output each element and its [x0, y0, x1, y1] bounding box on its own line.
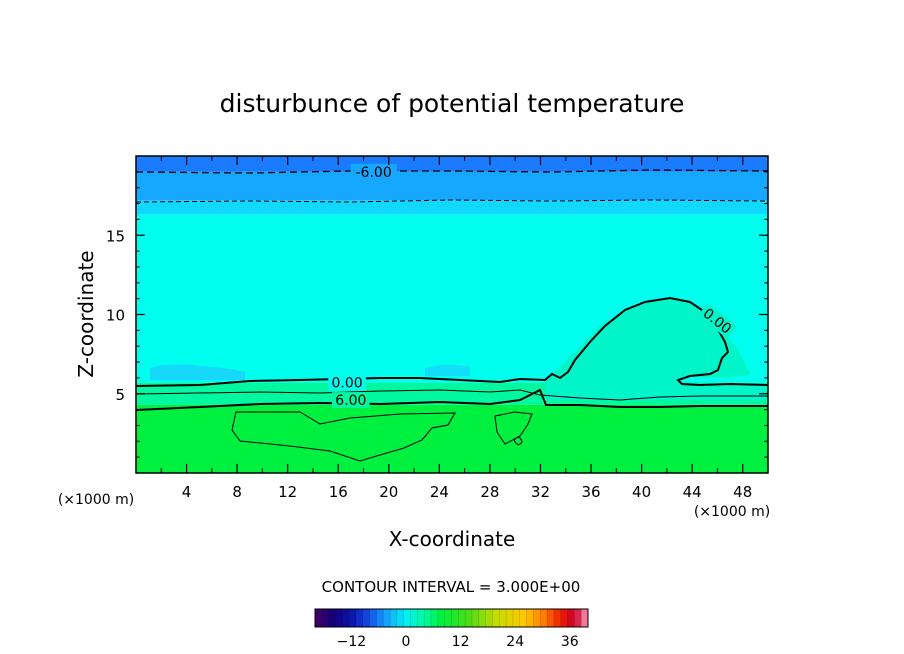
colorbar-cell	[478, 609, 487, 627]
contour-6	[136, 388, 768, 411]
x-tick-label-5: 24	[430, 483, 449, 501]
y-axis: 5 10 15	[106, 171, 768, 458]
x-tick-label-7: 32	[531, 483, 550, 501]
colorbar-cell	[328, 609, 336, 627]
colorbar-cell	[335, 609, 343, 627]
x-tick-label-9: 40	[632, 483, 651, 501]
colorbar-tick-label-2: 12	[452, 634, 470, 650]
colorbar-cell	[485, 609, 493, 627]
colorbar-tick-label-4: 36	[561, 634, 579, 650]
contour-9-small	[494, 411, 533, 445]
colorbar-cell	[376, 609, 384, 627]
contour-zero	[136, 296, 768, 387]
patch-left	[150, 364, 245, 380]
colorbar-cell	[567, 609, 575, 627]
field-band-2	[136, 200, 768, 215]
contour-9-closed	[231, 411, 456, 462]
contour-label-bg-3	[697, 302, 738, 339]
colorbar-cell	[349, 609, 357, 627]
colorbar-cell	[437, 609, 446, 627]
contour-minus6	[136, 169, 768, 174]
colorbar-cell	[540, 609, 548, 627]
colorbar-cell	[444, 609, 452, 627]
colorbar-cell	[369, 609, 377, 627]
colorbar-cell	[417, 609, 425, 627]
colorbar-cell	[560, 609, 568, 627]
colorbar: −12 0 12 24 36	[314, 608, 589, 650]
y-tick-label-0: 5	[115, 386, 125, 404]
field-band-5	[136, 404, 768, 473]
x-tick-label-1: 8	[232, 483, 242, 501]
contour-minus3	[136, 199, 768, 203]
colorbar-cell	[458, 609, 466, 627]
colorbar-cell	[390, 609, 398, 627]
colorbar-cell	[451, 609, 459, 627]
y-axis-label: Z-coordinate	[74, 250, 98, 377]
plot-field: -6.000.006.000.00	[136, 156, 768, 473]
colorbar-cell	[471, 609, 480, 627]
x-axis-label: X-coordinate	[389, 527, 516, 551]
colorbar-cell	[342, 609, 350, 627]
chart-title: disturbunce of potential temperature	[220, 89, 685, 118]
contour-label-1: 0.00	[332, 376, 363, 392]
colorbar-cell	[499, 609, 507, 627]
colorbar-cell	[410, 609, 418, 627]
colorbar-tick-label-1: 0	[402, 634, 411, 650]
x-tick-label-11: 48	[733, 483, 752, 501]
x-tick-label-4: 20	[379, 483, 398, 501]
colorbar-cell	[315, 609, 323, 627]
colorbar-cell	[424, 609, 432, 627]
contour-label-bg-1	[328, 374, 366, 391]
colorbar-tick-label-3: 24	[506, 634, 524, 650]
colorbar-cell	[547, 609, 555, 627]
x-tick-label-10: 44	[683, 483, 702, 501]
colorbar-cell	[512, 609, 521, 627]
colorbar-tick-label-0: −12	[337, 634, 367, 650]
contour-label-bg-2	[332, 392, 370, 409]
x-tick-label-8: 36	[581, 483, 600, 501]
x-unit-left: (×1000 m)	[58, 492, 134, 508]
y-tick-label-1: 10	[106, 307, 125, 325]
x-tick-label-2: 12	[278, 483, 297, 501]
colorbar-cell	[431, 609, 439, 627]
x-axis: 4 8 12 16 20 24 28 32 36 40 44 48	[160, 156, 752, 501]
colorbar-cell	[533, 609, 541, 627]
colorbar-cell	[355, 609, 364, 627]
colorbar-cell	[519, 609, 527, 627]
colorbar-cell	[506, 609, 514, 627]
y-tick-label-2: 15	[106, 227, 125, 245]
field-band-0	[136, 156, 768, 172]
colorbar-cell	[383, 609, 391, 627]
contour-label-0: -6.00	[356, 165, 392, 181]
field-band-1	[136, 171, 768, 201]
x-tick-label-3: 16	[329, 483, 348, 501]
patch-mid	[425, 364, 470, 376]
colorbar-cell	[492, 609, 500, 627]
contour-label-2: 6.00	[335, 393, 366, 409]
colorbar-cell	[465, 609, 473, 627]
colorbar-cell	[396, 609, 405, 627]
contour-3	[136, 389, 768, 401]
colorbar-frame	[314, 608, 589, 628]
x-unit-right: (×1000 m)	[694, 504, 770, 520]
contour-9-tiny	[513, 436, 523, 446]
colorbar-cell	[362, 609, 370, 627]
x-tick-label-0: 4	[182, 483, 192, 501]
contour-label-bg-0	[350, 163, 397, 180]
colorbar-cell	[403, 609, 411, 627]
x-tick-label-6: 28	[480, 483, 499, 501]
colorbar-cell	[526, 609, 534, 627]
contour-interval: CONTOUR INTERVAL = 3.000E+00	[322, 578, 581, 596]
colorbar-cell	[553, 609, 562, 627]
colorbar-cell	[574, 609, 582, 627]
colorbar-cell	[581, 609, 589, 627]
colorbar-cell	[321, 609, 330, 627]
